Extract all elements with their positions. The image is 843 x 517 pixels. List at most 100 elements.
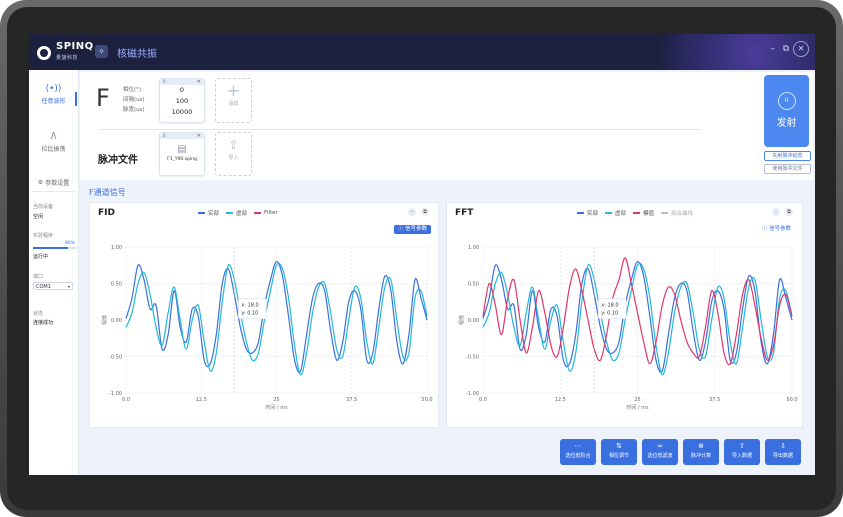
pulse-tile[interactable]: 0 ✕ 0 100 10000 [159, 78, 205, 123]
add-pulse-button[interactable]: + 添加 [215, 78, 252, 123]
fit-icon: ⋯ [574, 442, 582, 450]
waveform-icon: (•)) [45, 84, 62, 94]
logo-subtext: 量旋科技 [56, 55, 79, 61]
close-icon[interactable]: ✕ [196, 133, 201, 139]
action-button-fit[interactable]: ⋯ 选位低阶合 [560, 439, 596, 465]
port-select-value: COM1 [36, 284, 51, 290]
sidebar-item-rabi[interactable]: ∧ 拉比振荡 [29, 128, 78, 153]
port-label: 端口 [33, 274, 44, 280]
series-line-虚部[interactable] [482, 262, 793, 376]
sidebar-item-label: 任意波形 [41, 98, 66, 105]
series-line-虚部[interactable] [125, 262, 428, 376]
width-value[interactable]: 10000 [171, 108, 193, 116]
tooltip-box [238, 298, 267, 319]
pulse-file-tile[interactable]: 0 ✕ ▤ F1_Y90.sping [159, 132, 205, 176]
phase-value[interactable]: 0 [179, 86, 185, 94]
tooltip-y: y: 0.10 [601, 311, 618, 317]
use-pulse-file-link[interactable]: 使用脉冲文件 [764, 164, 811, 174]
signal-params-button[interactable]: ⓘ 信号参数 [761, 226, 791, 232]
expand-chart-icon[interactable]: ⧉ [785, 208, 793, 216]
channel-label: F [96, 84, 110, 112]
legend-item[interactable]: 虚部 [605, 209, 626, 217]
series-line-实部[interactable] [482, 261, 793, 374]
minimize-chart-icon[interactable]: – [772, 208, 780, 216]
minimize-button[interactable]: – [770, 44, 776, 54]
import-pulse-button[interactable]: ⇧ 导入 [215, 132, 252, 176]
y-tick-label: 0.50 [468, 282, 479, 288]
y-tick-label: -1.00 [109, 391, 122, 397]
y-tick-label: -0.50 [109, 355, 122, 361]
expand-chart-icon[interactable]: ⧉ [421, 208, 429, 216]
section-title: F通道信号 [89, 188, 126, 197]
pulse-file-title: 脉冲文件 [98, 155, 138, 166]
fid-plot[interactable]: 0.0 12.5 25 37.5 50.0 1.00 0.50 0.00 -0.50 -1.00 时… [90, 203, 438, 427]
pulse-tile-header: 0 ✕ [160, 79, 204, 85]
action-button-filter[interactable]: ≈ 选位低滤波 [642, 439, 678, 465]
x-tick-label: 25 [634, 397, 640, 403]
sidebar-divider [32, 191, 75, 192]
legend-item[interactable]: 模值 [633, 209, 654, 217]
experiment-progress [33, 247, 77, 249]
device-label: 当前设备 [33, 204, 54, 210]
status-value: 连接成功 [33, 320, 54, 326]
legend-item[interactable]: 虚部 [226, 209, 247, 217]
y-axis-label: 幅值 [101, 315, 108, 325]
logo-text: SPINQ [56, 41, 94, 52]
action-button-export[interactable]: ⇩ 导出数据 [765, 439, 801, 465]
fire-label: 发射 [776, 118, 797, 129]
x-tick-label: 50.0 [786, 397, 797, 403]
series-line-模值[interactable] [482, 257, 793, 366]
device-value: 空闲 [33, 214, 44, 220]
fft-legend: 实部 虚部 模值 拟合曲线 [577, 209, 700, 217]
series-line-实部[interactable] [125, 261, 428, 374]
x-tick-label: 0.0 [479, 397, 487, 403]
fire-button[interactable]: II 发射 [764, 75, 809, 147]
port-select[interactable]: COM1 ▾ [33, 282, 73, 290]
y-tick-label: 0.00 [111, 318, 122, 324]
spinq-logo: SPINQ 量旋科技 [37, 42, 94, 63]
app-title: 核磁共振 [117, 49, 157, 60]
fid-chart-card: FID 实部 虚部 Filter – ⧉ ⓘ 信号参数 0.0 12.5 25 37.… [89, 202, 439, 428]
y-tick-label: -0.50 [466, 355, 479, 361]
sidebar-item-settings[interactable]: ⚙ 参数设置 [29, 178, 78, 187]
peak-icon: ∧ [49, 128, 58, 142]
main-area: F 相位(°) 间隔(us) 脉宽(us) 0 ✕ 0 100 10000 + … [80, 72, 813, 472]
fft-plot[interactable]: 0.0 12.5 25 37.5 50.0 1.00 0.50 0.00 -0.50 -1.00 时… [447, 203, 802, 427]
info-icon: ⓘ [761, 226, 769, 232]
close-button[interactable]: ✕ [793, 41, 809, 57]
logo-mark-icon [37, 45, 51, 60]
status-label: 状态 [33, 311, 44, 317]
action-button-pulse-calc[interactable]: ⊕ 脉冲计算 [683, 439, 719, 465]
pulse-dynamic-link[interactable]: 先射脉冲动态 [764, 151, 811, 161]
signal-params-button[interactable]: ⓘ 信号参数 [393, 225, 431, 234]
close-icon[interactable]: ✕ [196, 79, 201, 85]
x-tick-label: 25 [273, 397, 279, 403]
app-screen: SPINQ 量旋科技 ✧ 核磁共振 – ⧉ ✕ (•)) 任意波形 ∧ 拉比振荡… [29, 34, 815, 475]
sidebar-item-arbitrary-waveform[interactable]: (•)) 任意波形 [29, 84, 78, 106]
pulse-tile-index: 0 [163, 79, 166, 84]
progress-text: 80% [65, 241, 76, 246]
title-bar: SPINQ 量旋科技 ✧ 核磁共振 – ⧉ ✕ [29, 34, 815, 70]
filter-icon: ≈ [657, 442, 663, 450]
tooltip-x: x: 18.0 [241, 303, 258, 309]
x-tick-label: 50.0 [421, 397, 432, 403]
interval-value[interactable]: 100 [175, 97, 189, 105]
divider [98, 129, 702, 130]
chevron-down-icon: ▾ [67, 284, 70, 289]
maximize-button[interactable]: ⧉ [782, 44, 789, 54]
fft-title: FFT [455, 208, 474, 218]
fid-title: FID [98, 208, 115, 218]
legend-item[interactable]: 实部 [577, 209, 598, 217]
action-button-import[interactable]: ⇧ 导入数据 [724, 439, 760, 465]
x-axis-label: 时间 / ms [626, 404, 649, 411]
gear-icon: ⚙ [37, 179, 44, 186]
interval-label: 间隔(us) [123, 97, 145, 103]
legend-item[interactable]: 实部 [198, 209, 219, 217]
legend-item[interactable]: 拟合曲线 [661, 209, 693, 217]
title-bar-glow [655, 34, 815, 70]
minimize-chart-icon[interactable]: – [408, 208, 416, 216]
action-button-phase[interactable]: ⇅ 相位调节 [601, 439, 637, 465]
legend-item[interactable]: Filter [254, 209, 278, 217]
tooltip-y: y: 0.10 [241, 311, 258, 317]
pulse-config-panel: F 相位(°) 间隔(us) 脉宽(us) 0 ✕ 0 100 10000 + … [80, 72, 813, 180]
